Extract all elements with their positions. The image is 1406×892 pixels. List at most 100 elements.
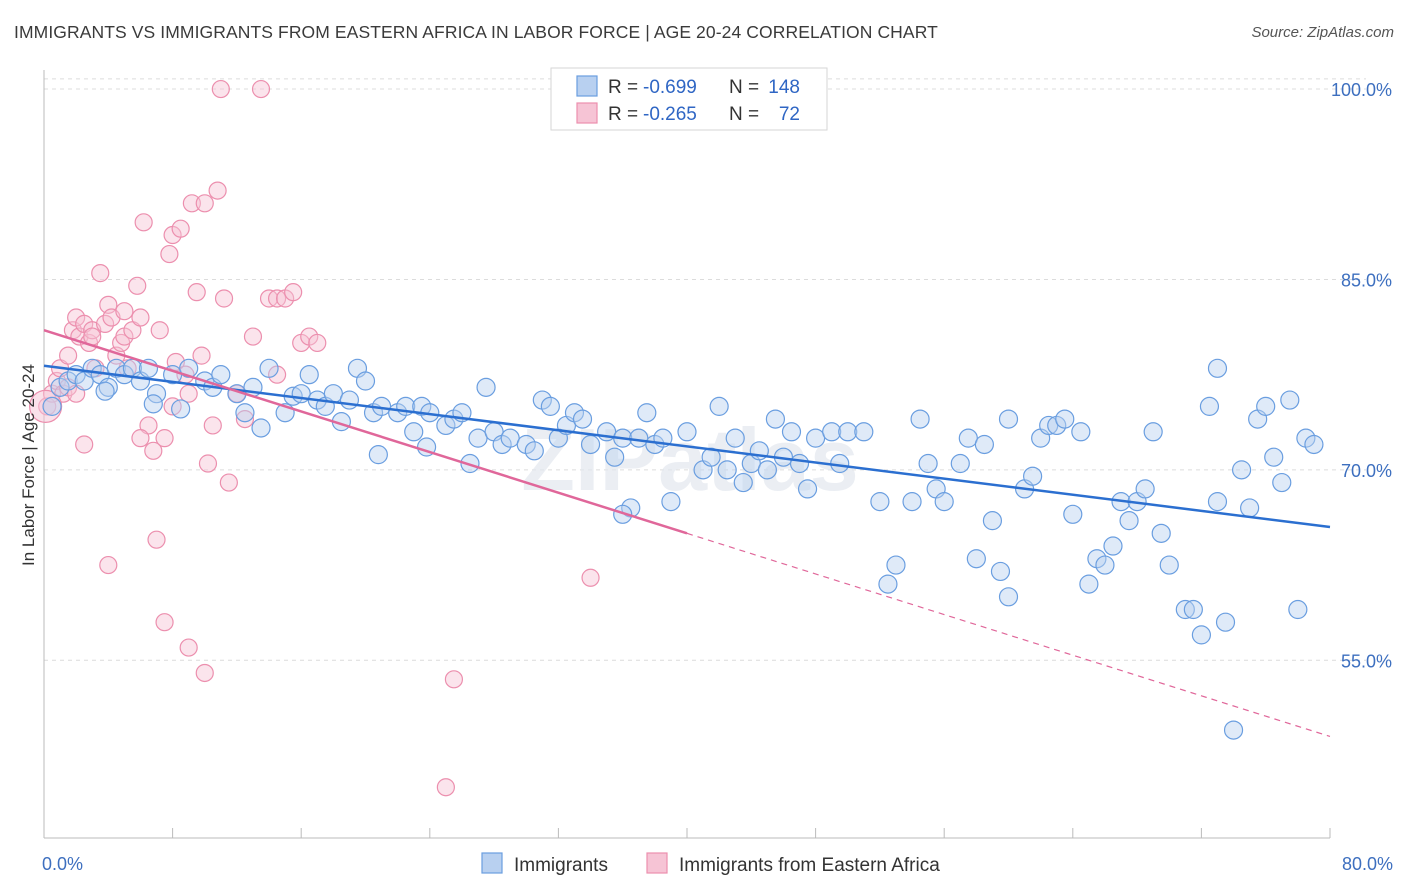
immigrants-point-134 [998, 587, 1019, 607]
legend-r-value-2: -0.265 [643, 104, 697, 125]
immigrants-point-30 [339, 390, 360, 410]
immigrants-point-90 [950, 453, 970, 474]
immigrants-point-130 [1288, 599, 1308, 620]
immigrants-point-104 [1071, 422, 1091, 442]
immigrants-point-43 [468, 428, 488, 448]
legend-r-label-2: R = [608, 104, 638, 125]
immigrants-point-22 [259, 358, 279, 378]
immigrants-point-69 [717, 460, 737, 480]
immigrants-point-83 [878, 574, 898, 594]
eastern-africa-point-69 [115, 302, 134, 321]
immigrants-point-84 [886, 555, 906, 575]
y-tick-label-2: 70.0% [1341, 461, 1392, 481]
immigrants-point-68 [709, 396, 729, 416]
immigrants-point-103 [1063, 504, 1083, 524]
x-tick-label-0: 0.0% [42, 854, 83, 874]
eastern-africa-point-23 [131, 308, 150, 327]
immigrants-point-94 [982, 511, 1003, 531]
immigrants-point-122 [1223, 720, 1244, 740]
immigrants-point-144 [251, 418, 271, 438]
immigrants-point-137 [733, 472, 753, 493]
legend-n-value-2: 72 [779, 104, 800, 125]
x-tick-label-1: 80.0% [1342, 854, 1393, 874]
immigrants-point-114 [1151, 523, 1171, 543]
immigrants-point-95 [990, 561, 1011, 582]
eastern-africa-point-36 [182, 194, 201, 213]
y-tick-label-0: 100.0% [1331, 80, 1392, 100]
legend-n-value-1: 148 [768, 77, 800, 98]
eastern-africa-point-27 [147, 530, 166, 549]
immigrants-point-145 [171, 399, 191, 419]
x-tick-labels: 0.0% 80.0% [42, 854, 1393, 874]
eastern-africa-point-37 [187, 283, 206, 302]
immigrants-point-76 [797, 479, 818, 499]
eastern-africa-point-13 [91, 264, 110, 283]
eastern-africa-trend-extension [686, 532, 1331, 738]
immigrants-trend-line [43, 364, 1331, 529]
eastern-africa-point-53 [284, 283, 303, 302]
immigrants-point-7 [98, 377, 118, 397]
eastern-africa-point-40 [198, 454, 218, 473]
immigrants-point-124 [1240, 498, 1260, 518]
eastern-africa-point-42 [208, 181, 227, 200]
eastern-africa-point-65 [99, 555, 118, 575]
eastern-africa-point-30 [160, 244, 179, 264]
immigrants-point-75 [789, 453, 810, 474]
immigrants-point-121 [1215, 612, 1236, 632]
immigrants-point-78 [822, 422, 842, 442]
immigrants-point-73 [765, 409, 786, 429]
eastern-africa-point-26 [144, 441, 163, 460]
immigrants-point-80 [838, 422, 858, 442]
legend-swatch-pink [576, 102, 598, 124]
immigrants-point-105 [1079, 574, 1099, 594]
immigrants-point-107 [1095, 555, 1115, 575]
y-axis-title: In Labor Force | Age 20-24 [19, 364, 38, 566]
eastern-africa-point-28 [150, 321, 169, 340]
immigrants-point-89 [934, 492, 954, 512]
immigrants-point-50 [540, 396, 560, 416]
immigrants-point-93 [974, 434, 994, 455]
immigrants-point-64 [661, 492, 681, 512]
eastern-africa-point-22 [128, 276, 147, 295]
eastern-africa-point-41 [203, 416, 222, 435]
stats-legend: R = -0.699 N = 148 R = -0.265 N = 72 [550, 67, 828, 131]
immigrants-point-72 [757, 460, 777, 480]
eastern-africa-point-39 [195, 194, 214, 213]
immigrants-point-142 [368, 445, 388, 465]
y-tick-label-3: 55.0% [1341, 651, 1392, 671]
immigrants-point-15 [179, 358, 199, 378]
immigrants-point-119 [1199, 396, 1220, 416]
series-legend-immigrants: Immigrants [514, 855, 608, 876]
immigrants-point-47 [500, 428, 520, 448]
eastern-africa-point-38 [192, 346, 211, 365]
immigrants-point-37 [404, 422, 424, 442]
immigrants-point-126 [1256, 396, 1276, 416]
immigrants-point-123 [1231, 460, 1252, 480]
immigrants-point-18 [211, 365, 231, 385]
legend-n-label-2: N = [729, 104, 759, 125]
eastern-africa-point-58 [195, 663, 214, 683]
immigrants-point-102 [1055, 409, 1075, 429]
eastern-africa-point-48 [243, 327, 263, 346]
immigrants-point-128 [1272, 472, 1292, 493]
immigrants-point-146 [143, 394, 163, 414]
eastern-africa-point-63 [436, 778, 455, 797]
eastern-africa-point-59 [155, 613, 174, 632]
immigrants-point-0 [42, 396, 62, 416]
immigrants-point-96 [998, 409, 1019, 429]
immigrants-point-117 [1183, 599, 1203, 620]
immigrants-point-113 [1143, 422, 1163, 442]
immigrants-point-20 [235, 403, 255, 423]
eastern-africa-point-47 [235, 409, 255, 429]
immigrants-point-127 [1264, 447, 1284, 467]
immigrants-point-54 [572, 409, 593, 429]
eastern-africa-point-45 [219, 473, 238, 492]
immigrants-point-57 [605, 447, 625, 467]
immigrants-point-65 [677, 422, 697, 442]
immigrants-point-112 [1135, 479, 1155, 499]
eastern-africa-point-61 [131, 429, 150, 448]
trend-lines [43, 329, 1331, 738]
eastern-africa-point-43 [211, 79, 230, 99]
immigrants-point-120 [1207, 358, 1228, 378]
immigrants-point-44 [476, 377, 496, 397]
